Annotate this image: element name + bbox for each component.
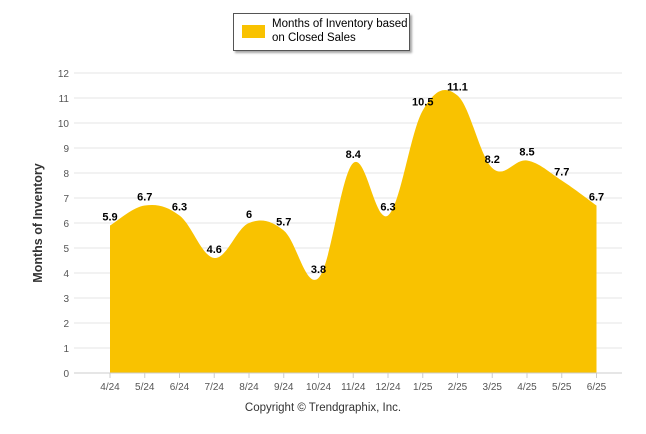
x-axis-ticks [74,372,622,378]
y-tick-label: 11 [59,94,70,105]
x-axis-tick-labels: 4/24 5/24 6/24 7/24 8/24 9/24 10/24 11/24 12/24 1… [100,382,606,393]
x-tick-label: 3/25 [483,382,503,393]
data-label: 6 [246,209,252,221]
x-tick-label: 2/25 [448,382,468,393]
x-tick-label: 9/24 [274,382,294,393]
data-label: 6.3 [380,202,395,214]
x-tick-label: 8/24 [239,382,259,393]
data-label: 10.5 [412,97,433,109]
y-tick-label: 10 [58,119,70,130]
data-label: 11.1 [447,82,468,94]
x-tick-label: 5/24 [135,382,155,393]
y-tick-label: 2 [63,319,69,330]
x-tick-label: 6/25 [587,382,607,393]
data-label: 6.7 [137,192,152,204]
x-tick-label: 4/25 [517,382,537,393]
y-tick-label: 0 [63,369,69,380]
y-tick-label: 8 [63,169,69,180]
x-tick-label: 6/24 [170,382,190,393]
y-tick-label: 3 [63,294,69,305]
x-tick-label: 5/25 [552,382,572,393]
y-tick-label: 4 [63,269,69,280]
y-tick-label: 9 [63,144,69,155]
legend-swatch [242,25,265,38]
x-tick-label: 7/24 [205,382,225,393]
x-tick-label: 12/24 [375,382,400,393]
x-tick-label: 1/25 [413,382,433,393]
y-tick-label: 1 [63,344,69,355]
inventory-area [110,89,597,374]
data-labels: 5.9 6.7 6.3 4.6 6 5.7 3.8 8.4 6.3 10.5 11.1 8.2 8.5 7… [102,82,604,277]
x-tick-label: 4/24 [100,382,120,393]
copyright-text: Copyright © Trendgraphix, Inc. [244,402,402,414]
y-tick-label: 6 [63,219,69,230]
data-label: 8.5 [519,147,534,159]
data-label: 7.7 [554,167,569,179]
data-label: 5.7 [276,217,291,229]
y-tick-label: 5 [63,244,69,255]
data-label: 5.9 [102,212,117,224]
data-label: 8.2 [485,154,500,166]
data-label: 4.6 [207,244,222,256]
data-label: 6.7 [589,192,604,204]
data-label: 8.4 [346,149,362,161]
x-tick-label: 10/24 [306,382,331,393]
legend-label: Months of Inventory based on Closed Sale… [272,18,408,44]
x-tick-label: 11/24 [341,382,366,393]
legend: Months of Inventory based on Closed Sale… [233,13,410,51]
data-label: 3.8 [311,264,326,276]
data-label: 6.3 [172,202,187,214]
y-tick-label: 7 [63,194,69,205]
y-axis-title: Months of Inventory [31,163,45,282]
y-tick-label: 12 [58,69,70,80]
